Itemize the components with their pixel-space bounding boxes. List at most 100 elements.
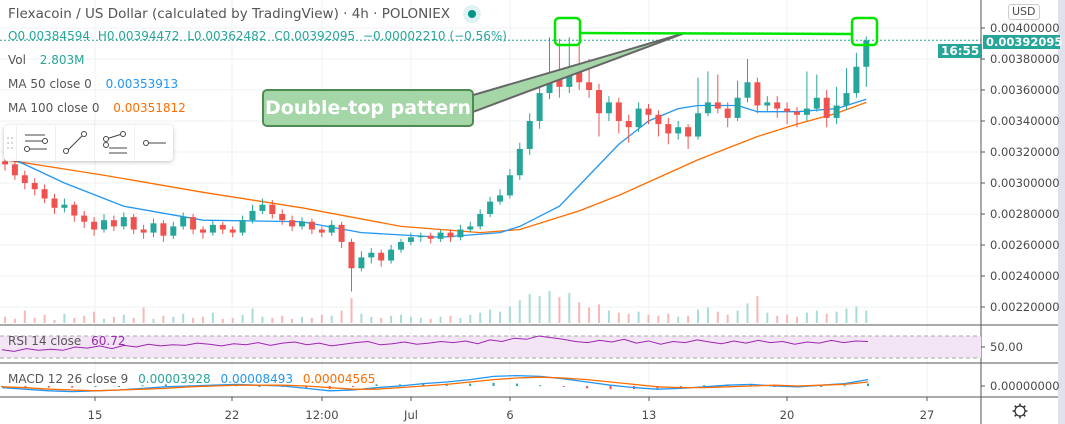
volume-bar <box>667 313 670 323</box>
macd-hist-value: 0.00003928 <box>138 372 211 386</box>
time-tick-label: 13 <box>641 408 657 422</box>
candle-body <box>794 111 800 115</box>
volume-bar <box>697 309 699 323</box>
candle-body <box>863 40 870 67</box>
candle-body <box>41 189 48 199</box>
volume-bar <box>291 318 294 323</box>
pitchfork-button[interactable] <box>94 125 133 161</box>
candle-body <box>81 215 88 222</box>
volume-bar <box>706 307 709 323</box>
ma50-label: MA 50 close 0 <box>8 77 92 91</box>
volume-bar <box>93 311 96 323</box>
candle-body <box>645 108 652 115</box>
macd-legend[interactable]: MACD 12 26 close 9 0.00003928 0.00008493… <box>8 372 375 386</box>
candle-body <box>407 237 414 242</box>
callout-label: Double-top pattern <box>265 97 471 119</box>
volume-bar <box>459 317 462 323</box>
candle-body <box>477 214 484 227</box>
horizontal-ray-lines-button[interactable] <box>15 125 55 161</box>
volume-bar <box>825 313 828 323</box>
trend-line-button[interactable] <box>55 125 94 161</box>
candle-body <box>219 224 226 230</box>
volume-bar <box>677 316 680 323</box>
candle-body <box>467 226 474 230</box>
time-tick-label: Jul <box>404 408 418 422</box>
candle-body <box>615 102 622 121</box>
volume-bar <box>221 318 224 323</box>
candle-body <box>130 217 137 230</box>
volume-bar <box>162 315 165 323</box>
candle-body <box>734 97 741 118</box>
candle-body <box>566 71 573 87</box>
candle-body <box>437 232 444 239</box>
market-status-icon[interactable] <box>468 10 477 18</box>
ma100-line <box>4 101 867 234</box>
candle-body <box>200 229 206 233</box>
volume-bar <box>508 306 511 323</box>
time-tick-label: 27 <box>919 408 935 422</box>
currency-button[interactable]: USD <box>1008 4 1040 20</box>
rsi-label: RSI 14 close <box>8 334 82 348</box>
horizontal-ray-button[interactable] <box>133 125 173 161</box>
volume-bar <box>142 307 145 323</box>
volume-bar <box>469 314 472 323</box>
macd-histogram-bar <box>562 386 565 387</box>
volume-bar <box>627 313 630 323</box>
macd-histogram-bar <box>258 386 261 387</box>
volume-bar <box>112 316 115 323</box>
volume-bar <box>73 317 76 323</box>
macd-histogram-bar <box>94 386 97 387</box>
volume-bar <box>182 313 185 323</box>
candle-body <box>655 114 662 125</box>
volume-bar <box>202 316 204 323</box>
volume-bar <box>805 312 808 323</box>
volume-bar <box>568 293 571 323</box>
candle-body <box>91 221 98 230</box>
candle-body <box>625 121 632 128</box>
gear-icon[interactable] <box>1012 403 1028 419</box>
rsi-legend[interactable]: RSI 14 close 60.72 <box>8 334 126 348</box>
macd-histogram-bar <box>843 385 846 387</box>
first-top-marker <box>553 16 582 47</box>
volume-bar <box>350 298 353 323</box>
candle-body <box>754 82 761 106</box>
horizontal-ray-lines-icon <box>23 134 48 152</box>
candle-body <box>497 195 503 202</box>
symbol-title-text: Flexacoin / US Dollar (calculated by Tra… <box>8 6 451 22</box>
rsi-value: 60.72 <box>91 334 126 348</box>
macd-histogram-bar <box>703 385 706 387</box>
candle-body <box>160 223 167 236</box>
drag-handle-icon[interactable] <box>4 125 16 161</box>
candle-body <box>546 77 553 94</box>
low-value: L0.00362482 <box>187 29 267 43</box>
candle-body <box>269 204 276 214</box>
price-axis-bg <box>981 0 1065 424</box>
volume-bar <box>251 308 254 323</box>
ma50-legend[interactable]: MA 50 close 0 0.00353913 <box>8 77 182 91</box>
volume-bar <box>271 317 274 323</box>
ma100-legend[interactable]: MA 100 close 0 0.00351812 <box>8 101 190 115</box>
price-tick-label: 0.00260000 <box>990 238 1060 252</box>
candle-body <box>31 183 38 190</box>
volume-bar <box>63 313 66 323</box>
volume-legend[interactable]: Vol 2.803M <box>8 53 89 67</box>
volume-bar <box>558 297 561 323</box>
candle-body <box>328 224 335 233</box>
time-tick-label: 12:00 <box>305 408 339 422</box>
candle-body <box>150 223 157 233</box>
volume-bar <box>400 314 402 323</box>
volume-bar <box>617 312 620 323</box>
macd-signal-line <box>1 376 869 392</box>
macd-signal-value: 0.00004565 <box>302 372 376 386</box>
volume-bar <box>657 315 660 323</box>
double-top-callout[interactable]: Double-top pattern <box>262 89 474 127</box>
ma50-value: 0.00353913 <box>105 77 179 91</box>
volume-bar <box>756 296 759 323</box>
candle-body <box>764 102 771 106</box>
macd-histogram-bar <box>164 384 167 386</box>
macd-tick-label: 0.00000000 <box>990 379 1060 393</box>
rsi-tick-label: 50.00 <box>990 340 1023 354</box>
volume-bar <box>261 316 264 323</box>
change-value: −0.00002210 (−0.56%) <box>362 29 507 43</box>
